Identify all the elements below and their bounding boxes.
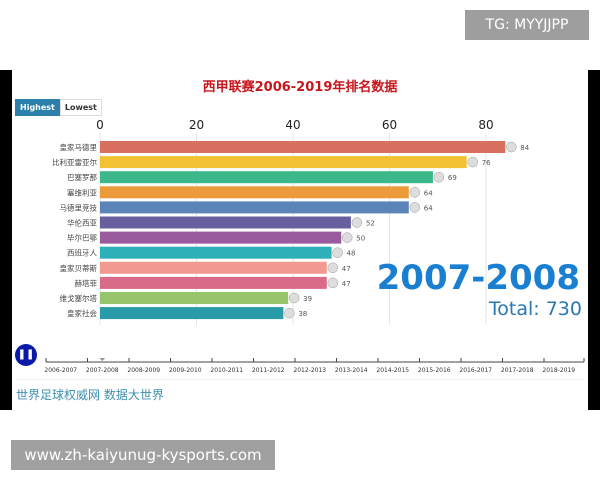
chart-screen: 西甲联赛2006-2019年排名数据 Highest Lowest 0 20 40 6… [12,70,588,410]
value-label: 64 [424,204,433,212]
timeline-label: 2012-2013 [293,367,326,374]
x-tick-label: 80 [478,118,493,132]
value-label: 39 [303,295,312,303]
category-label: 比利亚雷亚尔 [52,157,97,167]
category-label: 马德里竞技 [60,202,98,212]
category-label: 毕尔巴鄂 [67,233,97,243]
value-label: 50 [356,235,365,243]
bar [100,156,467,169]
team-logo-icon [409,202,421,213]
category-label: 维戈塞尔塔 [60,293,98,303]
timeline-label: 2017-2018 [501,367,534,374]
bar [100,201,409,214]
lowest-button[interactable]: Lowest [59,99,102,116]
timeline-label: 2008-2009 [127,367,160,374]
watermark-badge: TG: MYYJJPP [465,10,589,40]
team-logo-icon [284,307,295,319]
bar [100,216,351,229]
timeline-label: 2010-2011 [210,367,243,374]
bar [100,246,332,259]
category-label: 塞维利亚 [67,187,97,197]
x-tick-label: 0 [96,118,104,132]
team-logo-icon [332,247,343,258]
chart-title: 西甲联赛2006-2019年排名数据 [202,80,398,95]
team-logo-icon [433,171,445,183]
value-label: 52 [366,220,375,228]
timeline-label: 2007-2008 [86,367,119,374]
timeline-label: 2006-2007 [44,367,77,374]
team-logo-icon [506,141,517,153]
bar-chart: 0 20 40 60 80 皇家马德里 84 比利亚雷亚尔 76 巴塞罗那 69 塞维利亚 64 马德里竞… [52,118,530,325]
category-label: 巴塞罗那 [67,172,97,182]
category-label: 赫塔菲 [75,278,98,288]
value-label: 69 [448,174,457,182]
source-caption: 世界足球权威网 数据大世界 [16,388,164,402]
value-label: 76 [482,159,491,167]
timeline-marker-icon [99,358,106,361]
highest-button[interactable]: Highest [15,99,60,116]
total-label: Total: 730 [488,298,582,320]
bar [100,261,327,274]
category-label: 华伦西亚 [67,218,97,228]
category-label: 西班牙人 [67,248,97,258]
bar [100,276,327,289]
divider [16,379,584,380]
x-tick-label: 40 [285,118,300,132]
bar [100,307,284,320]
team-logo-icon [288,292,300,304]
category-label: 皇家社会 [67,308,97,318]
team-logo-icon [342,232,353,243]
timeline-label: 2011-2012 [252,367,285,374]
team-logo-icon [351,217,363,228]
bar [100,141,506,153]
bar [100,231,342,244]
team-logo-icon [467,156,478,168]
bar [100,186,409,199]
sort-toggle: Highest Lowest [15,99,102,116]
x-tick-label: 20 [189,118,204,132]
pause-button[interactable]: ❚❚ [15,344,37,366]
value-label: 38 [298,310,307,318]
category-label: 皇家贝蒂斯 [60,263,98,273]
value-label: 48 [347,250,356,258]
team-logo-icon [409,187,421,198]
team-logo-icon [327,262,339,274]
x-tick-label: 60 [382,118,397,132]
value-label: 64 [424,189,433,197]
bar [100,171,433,184]
timeline-label: 2018-2019 [542,367,575,374]
timeline-label: 2015-2016 [418,367,451,374]
url-badge: www.zh-kaiyunug-kysports.com [11,440,275,470]
value-label: 47 [342,265,351,273]
year-label: 2007-2008 [376,258,580,298]
video-frame: 西甲联赛2006-2019年排名数据 Highest Lowest 0 20 40 6… [0,70,600,410]
category-label: 皇家马德里 [60,142,98,152]
value-label: 47 [342,280,351,288]
timeline-label: 2013-2014 [335,367,368,374]
team-logo-icon [327,277,339,289]
bar [100,292,289,304]
timeline-label: 2014-2015 [376,367,409,374]
timeline-slider[interactable]: 2006-2007 2007-2008 2008-2009 2009-2010 2010… [12,358,588,378]
timeline-label: 2009-2010 [169,367,202,374]
timeline-label: 2016-2017 [459,367,492,374]
value-label: 84 [520,144,529,152]
